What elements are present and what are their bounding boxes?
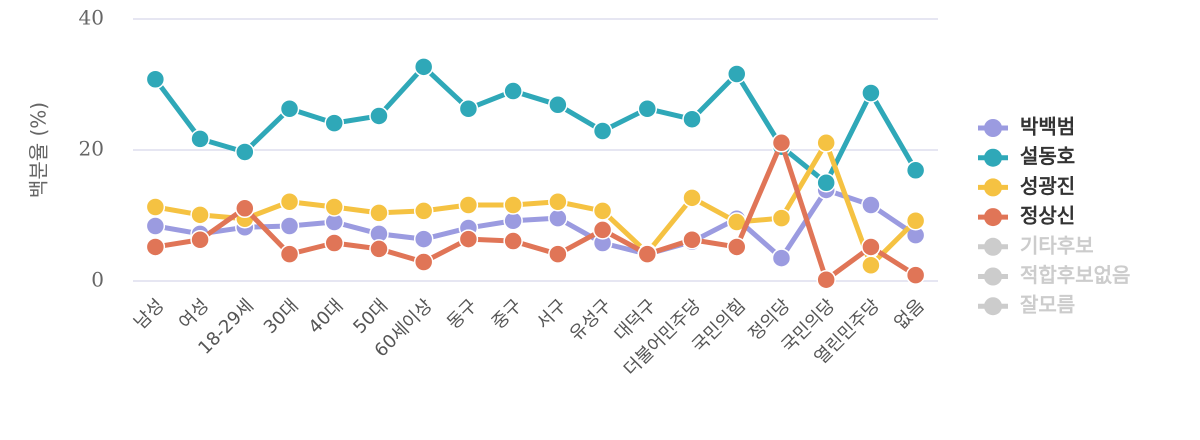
series	[145, 133, 926, 290]
series-line	[154, 140, 917, 283]
legend-label: 박백범	[1020, 115, 1075, 139]
x-tick-label: 30대	[260, 295, 303, 338]
data-point	[458, 195, 479, 215]
x-tick-label: 유성구	[566, 295, 616, 345]
data-point	[816, 173, 836, 193]
data-point	[235, 198, 255, 219]
data-point	[771, 133, 792, 153]
legend-label: 잘모름	[1020, 293, 1075, 317]
data-point	[324, 197, 344, 217]
series	[145, 57, 926, 193]
y-tick-label: 0	[91, 268, 104, 292]
data-point	[861, 195, 881, 215]
x-tick-label: 40대	[305, 295, 348, 338]
series-line	[153, 64, 918, 186]
legend-marker	[984, 119, 1002, 137]
data-point	[503, 231, 523, 251]
data-point	[145, 197, 166, 217]
data-point	[592, 201, 613, 221]
data-point	[548, 208, 568, 228]
data-point	[637, 98, 658, 119]
data-point	[369, 239, 389, 259]
data-point	[548, 95, 568, 115]
y-tick-label: 40	[79, 6, 104, 30]
data-point	[592, 121, 613, 141]
data-point	[279, 244, 300, 264]
legend-marker	[984, 148, 1002, 167]
legend-marker	[984, 237, 1002, 256]
data-point	[727, 237, 747, 257]
data-point	[905, 210, 926, 231]
x-tick-label: 서구	[533, 295, 571, 333]
data-point	[816, 269, 836, 290]
legend-marker	[984, 208, 1002, 227]
data-point	[235, 142, 255, 162]
data-point	[190, 129, 210, 149]
data-point	[503, 81, 523, 101]
legend-label: 기타후보	[1020, 233, 1094, 257]
data-point	[190, 229, 210, 250]
data-point	[413, 252, 434, 272]
y-tick-label: 20	[79, 137, 104, 161]
data-point	[458, 229, 479, 249]
data-point	[145, 216, 166, 236]
data-point	[503, 195, 523, 215]
x-tick-label: 여성	[175, 295, 213, 333]
legend-label: 설동호	[1020, 144, 1075, 168]
data-point	[324, 233, 344, 253]
data-point	[861, 237, 881, 257]
legend-marker	[984, 267, 1002, 286]
legend-marker	[984, 297, 1002, 316]
data-point	[592, 220, 613, 240]
data-point	[369, 106, 389, 126]
data-point	[145, 237, 166, 257]
data-point	[279, 216, 300, 236]
x-tick-label: 남성	[130, 295, 168, 333]
legend-label: 정상신	[1020, 204, 1075, 228]
data-point	[279, 191, 300, 212]
legend-label: 성광진	[1020, 174, 1075, 198]
data-point	[682, 109, 702, 129]
legend-label: 적합후보없음	[1020, 263, 1130, 287]
data-point	[771, 208, 792, 228]
data-point	[905, 160, 926, 181]
data-point	[682, 188, 702, 208]
series	[145, 133, 926, 276]
data-point	[548, 191, 568, 212]
y-axis-label: 백분율 (%)	[27, 102, 51, 198]
x-tick-label: 동구	[443, 295, 481, 333]
x-tick-label: 중구	[488, 295, 526, 333]
data-point	[413, 57, 434, 77]
data-point	[145, 69, 166, 90]
data-point	[861, 255, 881, 276]
data-point	[458, 98, 479, 119]
data-point	[413, 201, 434, 221]
data-point	[279, 98, 300, 119]
data-point	[905, 265, 926, 285]
data-point	[637, 244, 658, 264]
legend-marker	[984, 178, 1002, 197]
data-point	[369, 203, 389, 223]
data-point	[771, 248, 792, 268]
data-point	[324, 113, 344, 133]
data-point	[682, 229, 702, 250]
x-tick-label: 없음	[890, 295, 928, 333]
data-point	[816, 133, 836, 153]
data-point	[548, 244, 568, 264]
data-point	[190, 205, 210, 225]
data-point	[861, 83, 881, 103]
data-point	[727, 64, 747, 84]
data-point	[413, 229, 434, 249]
